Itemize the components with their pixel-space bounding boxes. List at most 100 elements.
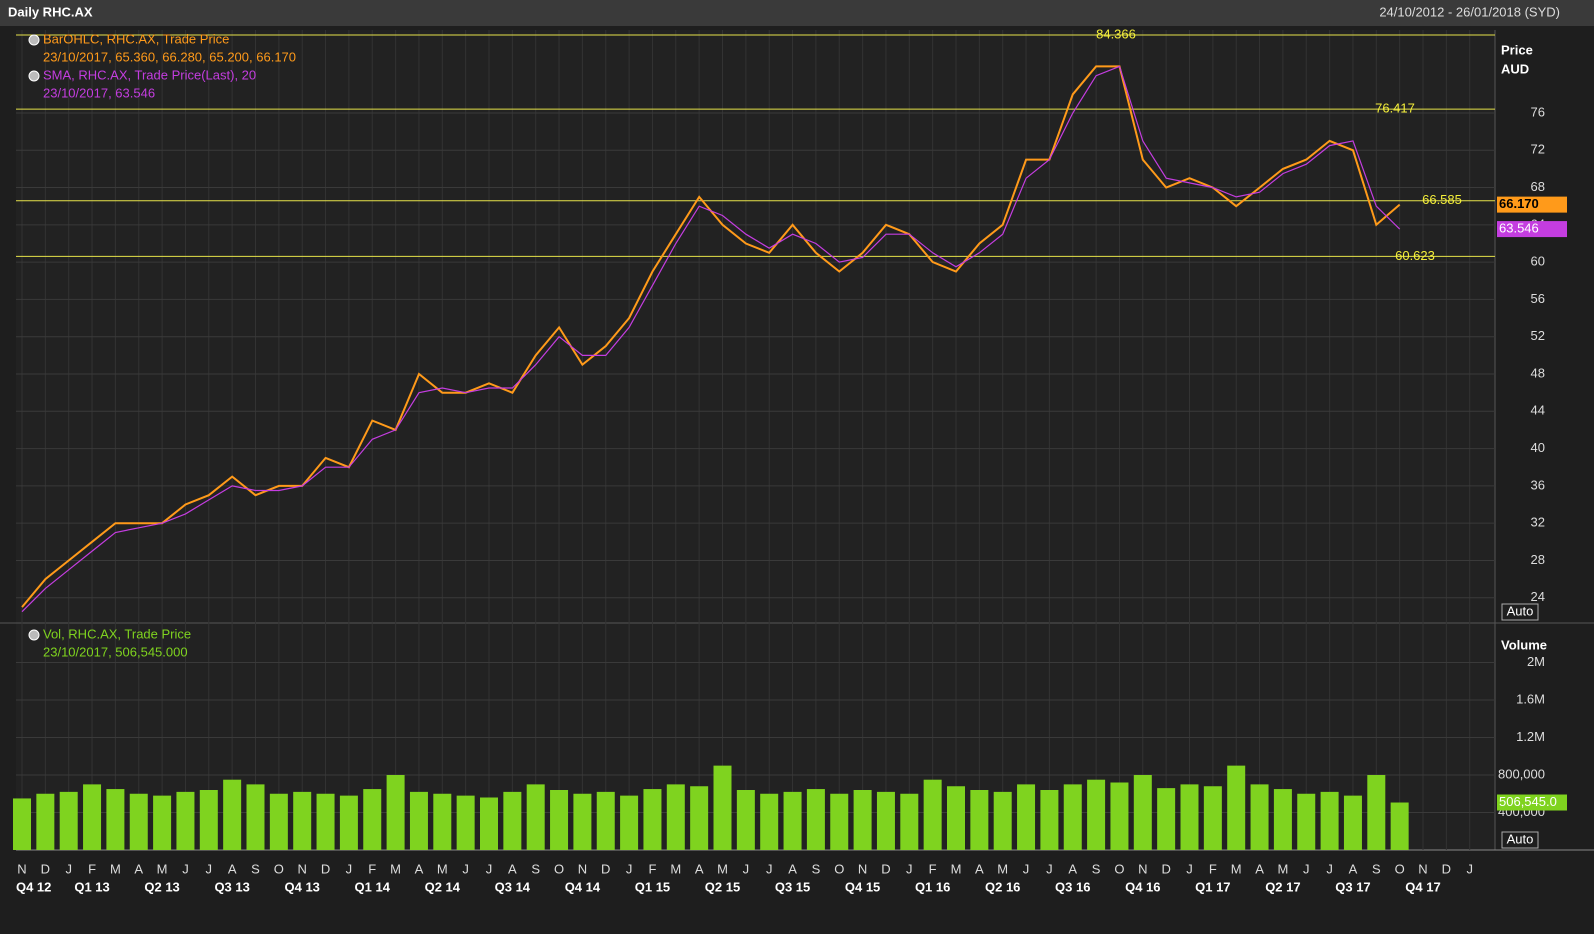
axis-title: Volume: [1501, 637, 1547, 652]
x-tick-label: O: [274, 861, 284, 876]
x-tick-label: J: [1046, 861, 1053, 876]
quarter-label: Q3 13: [214, 879, 249, 894]
y-tick-label: 68: [1531, 179, 1545, 194]
quarter-label: Q2 16: [985, 879, 1020, 894]
auto-button-frame[interactable]: [1501, 831, 1539, 849]
volume-bar: [830, 793, 849, 850]
y-tick-label: 800,000: [1498, 766, 1545, 781]
plot-area: [16, 30, 1495, 850]
volume-bar: [339, 795, 358, 850]
last-value-tag: [1497, 221, 1567, 238]
volume-bar: [596, 791, 615, 850]
volume-bar: [456, 795, 475, 850]
x-tick-label: M: [997, 861, 1008, 876]
x-tick-label: J: [766, 861, 773, 876]
x-tick-label: N: [17, 861, 26, 876]
volume-bar: [59, 791, 78, 850]
x-tick-label: J: [1186, 861, 1193, 876]
x-tick-label: J: [626, 861, 633, 876]
price-line: [21, 65, 1401, 613]
quarter-label: Q1 16: [915, 879, 950, 894]
x-tick-label: J: [1303, 861, 1310, 876]
volume-bar: [409, 791, 428, 850]
x-tick-label: D: [881, 861, 890, 876]
volume-bar: [1063, 784, 1082, 850]
auto-button-frame[interactable]: [1501, 603, 1539, 621]
y-tick-label: 28: [1531, 552, 1545, 567]
volume-bar: [1390, 802, 1409, 850]
volume-bar: [643, 789, 662, 850]
x-tick-label: S: [812, 861, 821, 876]
auto-button[interactable]: Auto: [1507, 603, 1534, 618]
legend-name: BarOHLC, RHC.AX, Trade Price: [43, 31, 229, 46]
y-tick-label: 56: [1531, 291, 1545, 306]
x-tick-label: M: [717, 861, 728, 876]
legend-icon: [28, 34, 40, 46]
x-tick-label: A: [134, 861, 143, 876]
x-tick-label: N: [858, 861, 867, 876]
y-tick-label: 24: [1531, 589, 1545, 604]
x-tick-label: S: [531, 861, 540, 876]
volume-bar: [900, 793, 919, 850]
volume-bar: [503, 791, 522, 850]
legend-detail: 23/10/2017, 65.360, 66.280, 65.200, 66.1…: [43, 49, 296, 64]
legend-name: SMA, RHC.AX, Trade Price(Last), 20: [43, 67, 256, 82]
x-tick-label: N: [1138, 861, 1147, 876]
quarter-label: Q3 16: [1055, 879, 1090, 894]
legend-icon: [28, 70, 40, 82]
quarter-label: Q1 15: [635, 879, 670, 894]
x-tick-label: A: [1068, 861, 1077, 876]
y-tick-label: 2M: [1527, 654, 1545, 669]
level-label: 76.417: [1375, 101, 1415, 116]
x-tick-label: D: [601, 861, 610, 876]
legend-detail: 23/10/2017, 63.546: [43, 85, 155, 100]
x-tick-label: A: [1255, 861, 1264, 876]
x-tick-label: M: [951, 861, 962, 876]
title-bar: [0, 0, 1594, 26]
x-tick-label: F: [1209, 861, 1217, 876]
volume-bar: [129, 793, 148, 850]
volume-bar: [1343, 795, 1362, 850]
volume-bar: [760, 793, 779, 850]
last-value-label: 506,545.0: [1499, 794, 1557, 809]
chart-title: Daily RHC.AX: [8, 4, 93, 19]
volume-bar: [316, 793, 335, 850]
volume-bar: [1297, 793, 1316, 850]
legend-name: Vol, RHC.AX, Trade Price: [43, 626, 191, 641]
x-tick-label: F: [88, 861, 96, 876]
x-tick-label: A: [788, 861, 797, 876]
x-tick-label: J: [182, 861, 189, 876]
x-tick-label: J: [1023, 861, 1030, 876]
y-tick-label: 40: [1531, 440, 1545, 455]
volume-bar: [293, 791, 312, 850]
quarter-label: Q1 13: [74, 879, 109, 894]
y-tick-label: 72: [1531, 142, 1545, 157]
quarter-label: Q2 13: [144, 879, 179, 894]
volume-bar: [1203, 786, 1222, 850]
volume-bar: [480, 797, 498, 850]
volume-bar: [736, 790, 755, 850]
auto-button[interactable]: Auto: [1507, 831, 1534, 846]
volume-bar: [176, 791, 195, 850]
x-tick-label: A: [415, 861, 424, 876]
axis-unit: AUD: [1501, 61, 1529, 76]
x-tick-label: O: [1114, 861, 1124, 876]
x-tick-label: M: [437, 861, 448, 876]
volume-bar: [806, 789, 825, 850]
x-tick-label: D: [1442, 861, 1451, 876]
quarter-label: Q3 15: [775, 879, 810, 894]
x-tick-label: M: [110, 861, 121, 876]
x-tick-label: A: [975, 861, 984, 876]
x-tick-label: N: [578, 861, 587, 876]
legend-detail: 23/10/2017, 506,545.000: [43, 644, 188, 659]
volume-bar: [1157, 788, 1176, 850]
x-tick-label: O: [1395, 861, 1405, 876]
volume-bar: [876, 791, 895, 850]
legend-icon: [28, 629, 40, 641]
volume-bar: [153, 795, 172, 850]
volume-bar: [363, 789, 382, 850]
volume-bar: [713, 765, 732, 850]
volume-bar: [199, 790, 218, 850]
volume-bar: [83, 784, 102, 850]
